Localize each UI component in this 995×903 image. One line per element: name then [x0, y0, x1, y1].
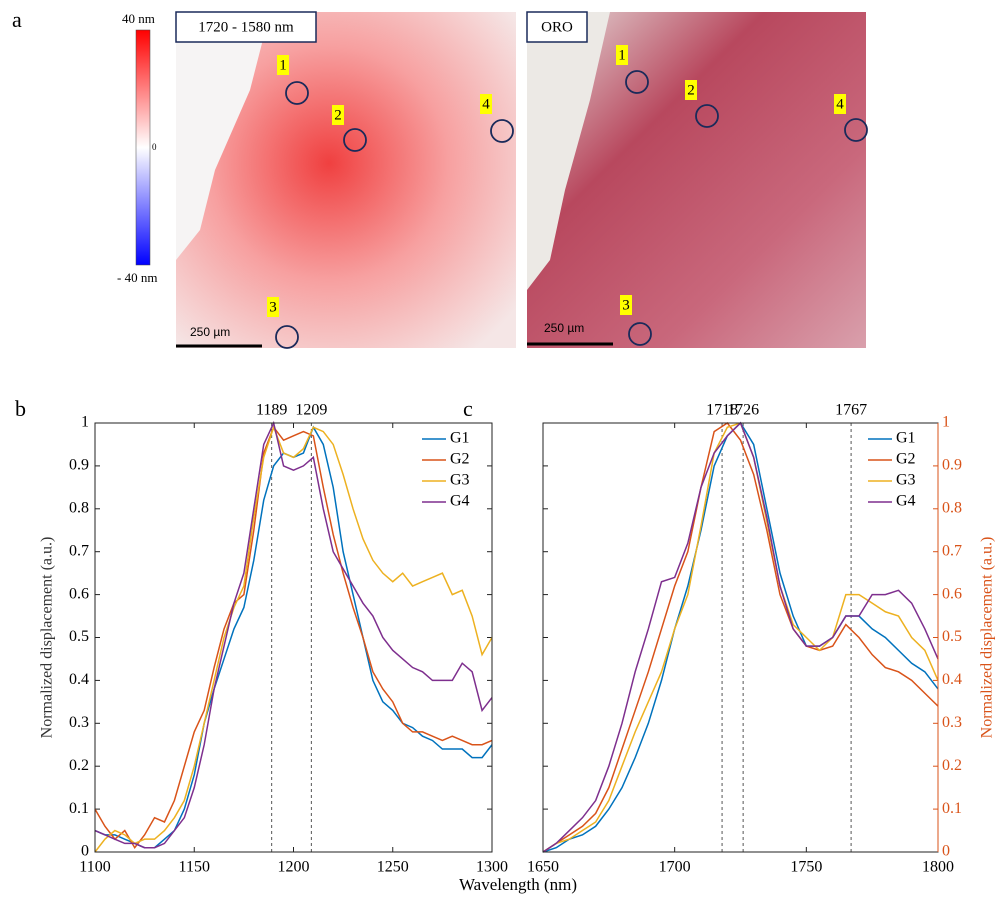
legend-label: G4: [896, 493, 916, 510]
x-tick-label: 1150: [179, 859, 210, 876]
region-label: 3: [269, 299, 277, 315]
region-label-box: [834, 94, 846, 114]
image-title-box: [175, 11, 317, 43]
y-tick-label: 0: [81, 843, 89, 860]
y2-tick-label: 0.6: [942, 585, 962, 602]
series-line: [542, 421, 939, 853]
region-label: 2: [334, 107, 342, 123]
region-label: 4: [836, 96, 844, 112]
x-tick-label: 1650: [527, 859, 559, 876]
region-circle: [625, 70, 649, 94]
x-tick-label: 1250: [377, 859, 409, 876]
colorbar-label: - 40 nm: [117, 270, 157, 285]
panel-label: b: [15, 396, 26, 421]
y-tick-label: 0.3: [69, 714, 89, 731]
region-circle: [275, 325, 299, 349]
colorbar-label: 40 nm: [122, 11, 155, 26]
legend-label: G3: [450, 472, 470, 489]
reference-label: 1726: [727, 402, 759, 419]
y-tick-label: 0.8: [69, 499, 89, 516]
region-label-box: [267, 297, 279, 317]
x-tick-label: 1800: [922, 859, 954, 876]
series-line: [542, 422, 939, 853]
colorbar: [135, 29, 151, 266]
region-circle: [285, 81, 309, 105]
region-label-box: [277, 55, 289, 75]
colorbar-label: 0: [152, 142, 157, 152]
x-tick-label: 1750: [790, 859, 822, 876]
region-label: 1: [279, 57, 287, 73]
y-axis-label: Normalized displacement (a.u.): [39, 537, 56, 739]
region-circle: [695, 104, 719, 128]
image-title: ORO: [541, 19, 573, 35]
y2-tick-label: 0.8: [942, 499, 962, 516]
region-label: 3: [622, 297, 630, 313]
panel-label: a: [12, 7, 22, 32]
y-tick-label: 0.7: [69, 542, 89, 559]
x-tick-label: 1100: [79, 859, 110, 876]
legend-label: G2: [450, 451, 470, 468]
reference-label: 1209: [295, 402, 327, 419]
y-tick-label: 0.5: [69, 628, 89, 645]
legend-label: G2: [896, 451, 916, 468]
scale-bar-label: 250 µm: [544, 321, 584, 335]
y2-tick-label: 0.3: [942, 714, 962, 731]
legend-label: G3: [896, 472, 916, 489]
series-line: [542, 421, 939, 853]
x-tick-label: 1200: [278, 859, 310, 876]
reference-label: 1767: [835, 402, 867, 419]
y-tick-label: 1: [81, 414, 89, 431]
y2-tick-label: 0.4: [942, 671, 962, 688]
y-tick-label: 0.9: [69, 457, 89, 474]
panel-label: c: [463, 396, 473, 421]
y2-tick-label: 0.7: [942, 542, 962, 559]
y2-tick-label: 0.5: [942, 628, 962, 645]
region-label-box: [616, 45, 628, 65]
y2-tick-label: 0.1: [942, 800, 962, 817]
region-circle: [490, 119, 514, 143]
image-title-box: [526, 11, 588, 43]
y2-tick-label: 0.2: [942, 757, 962, 774]
x-tick-label: 1300: [476, 859, 508, 876]
reference-label: 1718: [706, 402, 738, 419]
series-line: [542, 421, 939, 853]
series-line: [94, 425, 493, 853]
image-background: [176, 12, 270, 260]
legend-label: G1: [896, 430, 916, 447]
region-circle: [628, 322, 652, 346]
region-circle: [343, 128, 367, 152]
plot-frame: [94, 422, 493, 853]
y-tick-label: 0.4: [69, 671, 89, 688]
region-label-box: [332, 105, 344, 125]
region-label: 1: [618, 47, 626, 63]
series-line: [94, 420, 493, 849]
region-label-box: [480, 94, 492, 114]
x-tick-label: 1700: [659, 859, 691, 876]
y2-tick-label: 0.9: [942, 457, 962, 474]
y2-tick-label: 0: [942, 843, 950, 860]
legend-label: G4: [450, 493, 470, 510]
region-label: 2: [687, 82, 695, 98]
y2-axis-label: Normalized displacement (a.u.): [979, 537, 995, 739]
region-label-box: [620, 295, 632, 315]
scale-bar-label: 250 µm: [190, 325, 230, 339]
y2-tick-label: 1: [942, 414, 950, 431]
plot-frame: [542, 422, 939, 853]
image-title: 1720 - 1580 nm: [198, 19, 294, 35]
region-circle: [844, 118, 868, 142]
series-line: [94, 425, 493, 849]
legend-label: G1: [450, 430, 470, 447]
region-label: 4: [482, 96, 490, 112]
x-axis-label: Wavelength (nm): [459, 875, 577, 894]
series-line: [94, 425, 493, 850]
y-tick-label: 0.1: [69, 800, 89, 817]
reference-label: 1189: [256, 402, 287, 419]
region-label-box: [685, 80, 697, 100]
panel-a: a 40 nm 0 - 40 nm 1720 - 1580 nm ORO 250…: [12, 7, 866, 348]
y-tick-label: 0.2: [69, 757, 89, 774]
image-background: [527, 12, 610, 290]
y-tick-label: 0.6: [69, 585, 89, 602]
